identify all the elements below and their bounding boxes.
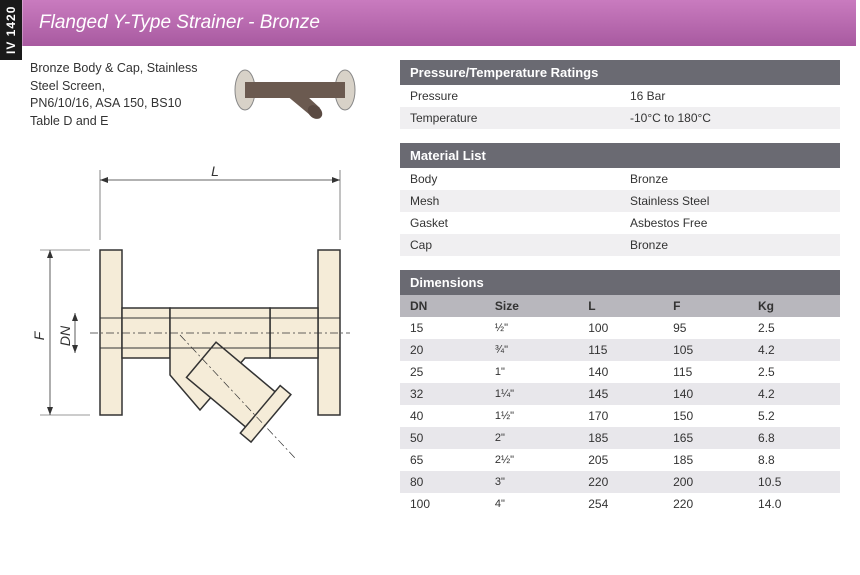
table-row: 20¾"1151054.2 [400, 339, 840, 361]
table-cell: 165 [663, 427, 748, 449]
table-row: 1004"25422014.0 [400, 493, 840, 515]
table-cell: 4.2 [748, 339, 840, 361]
table-row: CapBronze [400, 234, 840, 256]
table-cell: 145 [578, 383, 663, 405]
table-cell: 14.0 [748, 493, 840, 515]
right-column: Pressure/Temperature Ratings Pressure16 … [400, 60, 840, 565]
table-row: 401½"1701505.2 [400, 405, 840, 427]
table-cell: 1½" [485, 405, 578, 427]
table-cell: 2" [485, 427, 578, 449]
table-cell: 2.5 [748, 361, 840, 383]
table-row: 652½"2051858.8 [400, 449, 840, 471]
table-cell: 2.5 [748, 317, 840, 339]
table-cell: 6.8 [748, 427, 840, 449]
dimensions-title: Dimensions [400, 270, 840, 295]
dimensions-panel: Dimensions DNSizeLFKg 15½"100952.520¾"11… [400, 270, 840, 515]
table-row: 803"22020010.5 [400, 471, 840, 493]
material-list-title: Material List [400, 143, 840, 168]
table-header-cell: Size [485, 295, 578, 317]
table-cell: 8.8 [748, 449, 840, 471]
table-cell: 20 [400, 339, 485, 361]
table-cell: 80 [400, 471, 485, 493]
dim-label-DN: DN [57, 325, 73, 346]
table-cell: 140 [663, 383, 748, 405]
table-cell: 220 [663, 493, 748, 515]
table-cell: 105 [663, 339, 748, 361]
page-title: Flanged Y-Type Strainer - Bronze [39, 12, 320, 34]
table-cell: 5.2 [748, 405, 840, 427]
table-cell: 2½" [485, 449, 578, 471]
table-row: 15½"100952.5 [400, 317, 840, 339]
content-area: Bronze Body & Cap, Stainless Steel Scree… [30, 60, 840, 565]
table-cell: 32 [400, 383, 485, 405]
table-cell: 185 [663, 449, 748, 471]
table-row: 251"1401152.5 [400, 361, 840, 383]
table-cell: 25 [400, 361, 485, 383]
table-cell: 95 [663, 317, 748, 339]
table-cell: 140 [578, 361, 663, 383]
table-row: 321¼"1451404.2 [400, 383, 840, 405]
table-cell: 50 [400, 427, 485, 449]
table-cell: 100 [578, 317, 663, 339]
table-cell: 150 [663, 405, 748, 427]
table-row: 502"1851656.8 [400, 427, 840, 449]
technical-diagram: L F DN [30, 160, 370, 500]
page-header: Flanged Y-Type Strainer - Bronze [22, 0, 856, 46]
material-list-table: BodyBronzeMeshStainless SteelGasketAsbes… [400, 168, 840, 256]
table-header-cell: F [663, 295, 748, 317]
table-cell: 40 [400, 405, 485, 427]
table-cell: ¾" [485, 339, 578, 361]
dimensions-table: DNSizeLFKg 15½"100952.520¾"1151054.2251"… [400, 295, 840, 515]
sidebar-code-tab: IV 1420 [0, 0, 22, 60]
table-cell: 1" [485, 361, 578, 383]
table-header-cell: Kg [748, 295, 840, 317]
table-row: BodyBronze [400, 168, 840, 190]
table-cell: ½" [485, 317, 578, 339]
table-cell: 65 [400, 449, 485, 471]
table-cell: 220 [578, 471, 663, 493]
product-description: Bronze Body & Cap, Stainless Steel Scree… [30, 60, 205, 130]
table-cell: 4.2 [748, 383, 840, 405]
left-column: Bronze Body & Cap, Stainless Steel Scree… [30, 60, 370, 565]
table-row: MeshStainless Steel [400, 190, 840, 212]
pressure-temp-title: Pressure/Temperature Ratings [400, 60, 840, 85]
table-cell: 15 [400, 317, 485, 339]
table-cell: 100 [400, 493, 485, 515]
table-cell: 115 [663, 361, 748, 383]
table-cell: 254 [578, 493, 663, 515]
table-row: GasketAsbestos Free [400, 212, 840, 234]
table-cell: 10.5 [748, 471, 840, 493]
table-cell: 115 [578, 339, 663, 361]
table-cell: 4" [485, 493, 578, 515]
table-row: Pressure16 Bar [400, 85, 840, 107]
table-cell: 200 [663, 471, 748, 493]
table-header-cell: L [578, 295, 663, 317]
table-row: Temperature-10°C to 180°C [400, 107, 840, 129]
table-cell: 1¼" [485, 383, 578, 405]
material-list-panel: Material List BodyBronzeMeshStainless St… [400, 143, 840, 256]
product-photo [220, 60, 370, 130]
pressure-temp-panel: Pressure/Temperature Ratings Pressure16 … [400, 60, 840, 129]
table-cell: 185 [578, 427, 663, 449]
table-cell: 170 [578, 405, 663, 427]
dim-label-L: L [211, 163, 219, 179]
table-cell: 3" [485, 471, 578, 493]
table-header-cell: DN [400, 295, 485, 317]
pressure-temp-table: Pressure16 BarTemperature-10°C to 180°C [400, 85, 840, 129]
table-cell: 205 [578, 449, 663, 471]
dim-label-F: F [31, 330, 47, 340]
